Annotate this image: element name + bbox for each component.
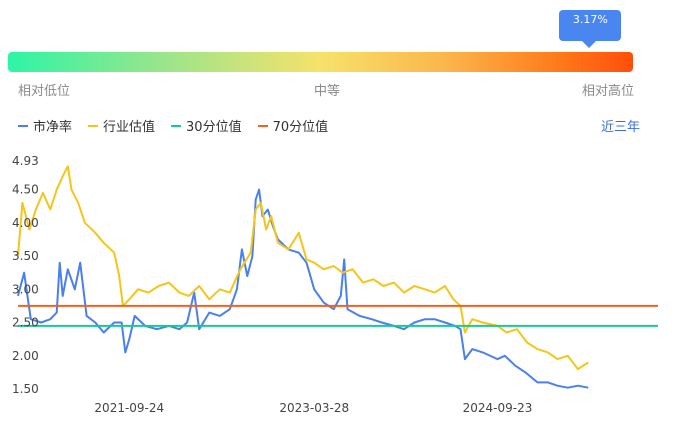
legend-label-p70: 70分位值 xyxy=(272,120,329,135)
y-tick-label: 3.00 xyxy=(12,282,39,296)
series-line-0 xyxy=(17,188,589,389)
range-selector-3y[interactable]: 近三年 xyxy=(600,120,640,135)
y-tick-label: 2.50 xyxy=(12,316,39,330)
y-tick-label: 1.50 xyxy=(12,382,39,396)
series-line-1 xyxy=(17,165,589,371)
x-tick-label: 2021-09-24 xyxy=(94,401,164,415)
y-tick-label: 4.00 xyxy=(12,216,39,230)
y-tick-label: 2.00 xyxy=(12,349,39,363)
legend-item-industry[interactable]: 行业估值 xyxy=(88,116,155,135)
tooltip-arrow xyxy=(581,40,598,48)
legend-swatch-pb xyxy=(18,124,28,127)
scale-mid-label: 中等 xyxy=(314,84,341,99)
legend-label-p30: 30分位值 xyxy=(186,120,242,135)
legend-item-p30[interactable]: 30分位值 xyxy=(171,116,242,135)
plot-area: 4.93 4.50 4.00 3.50 3.00 2.50 2.00 1.50 2021-09-… xyxy=(12,154,658,415)
scale-low-label: 相对低位 xyxy=(18,84,71,99)
chart-legend: 市净率 行业估值 30分位值 70分位值 xyxy=(18,116,328,135)
scale-high-label: 相对高位 xyxy=(582,84,635,99)
legend-label-industry: 行业估值 xyxy=(103,120,156,135)
valuation-gradient-bar xyxy=(8,52,633,72)
y-tick-label: 4.93 xyxy=(12,154,39,168)
legend-item-p70[interactable]: 70分位值 xyxy=(257,116,329,135)
legend-item-pb[interactable]: 市净率 xyxy=(18,116,72,135)
y-tick-label: 4.50 xyxy=(12,183,39,197)
x-tick-label: 2024-09-23 xyxy=(463,401,533,415)
legend-swatch-p30 xyxy=(171,124,182,127)
y-tick-label: 3.50 xyxy=(12,249,39,263)
current-percentile-tooltip: 3.17% xyxy=(559,10,622,48)
legend-swatch-p70 xyxy=(257,124,268,127)
current-percentile-value: 3.17% xyxy=(572,13,608,26)
legend-swatch-industry xyxy=(88,124,99,127)
legend-label-pb: 市净率 xyxy=(33,120,73,135)
x-tick-label: 2023-03-28 xyxy=(279,401,349,415)
